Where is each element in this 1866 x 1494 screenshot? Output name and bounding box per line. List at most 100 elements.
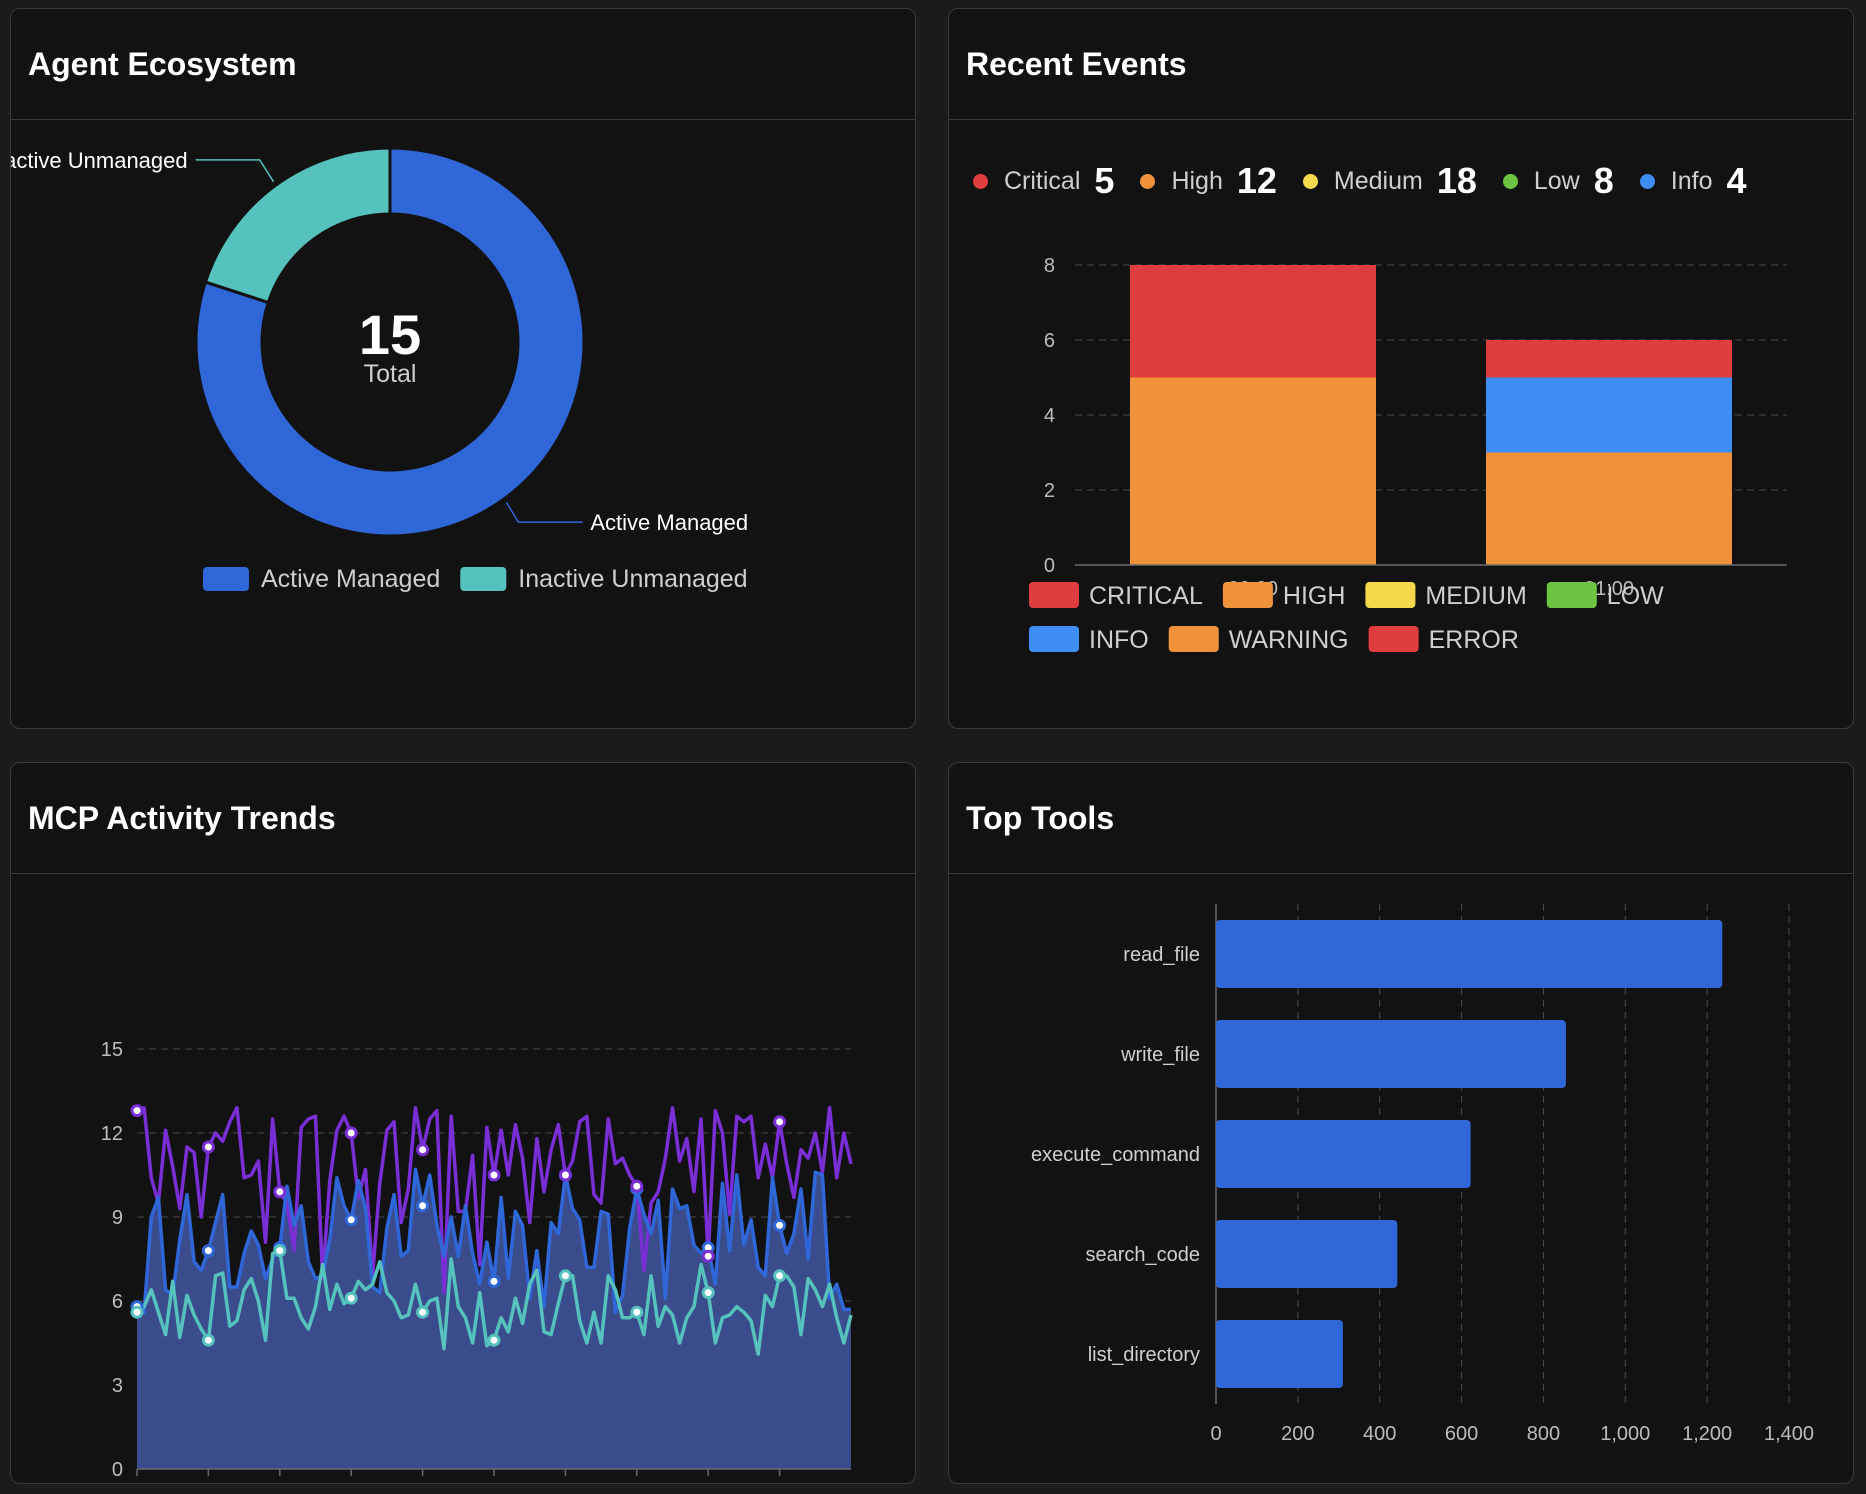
total-value: 15 [359, 303, 421, 366]
bar-execute-command[interactable] [1216, 1120, 1471, 1188]
point-clients[interactable] [701, 1249, 715, 1263]
point-servers[interactable] [201, 1333, 215, 1347]
y-tick-label: 0 [1044, 555, 1055, 577]
y-tick-label: 6 [112, 1291, 123, 1313]
x-tick-label: 400 [1363, 1423, 1396, 1445]
bar-read-file[interactable] [1216, 920, 1723, 988]
y-tick-label: 8 [1044, 255, 1055, 277]
activity-line-chart: 0 3 6 9 12 15 14:50 17:15 19:40 22:05 00:30 02:55 05… [101, 1039, 853, 1484]
legend-swatch-1 [460, 567, 507, 591]
point-clients[interactable] [130, 1104, 144, 1118]
severity-critical: Critical 5 [973, 160, 1114, 202]
severity-label: Low [1533, 166, 1580, 195]
severity-high: High 12 [1140, 160, 1277, 202]
legend-label-low[interactable]: LOW [1607, 582, 1664, 610]
x-tick-label: 02:55 [469, 1482, 519, 1484]
point-sessions[interactable] [344, 1213, 358, 1227]
legend-swatch-5 [1168, 626, 1219, 652]
bar-info-1[interactable] [1486, 377, 1732, 453]
point-clients[interactable] [416, 1143, 430, 1157]
point-clients[interactable] [773, 1115, 787, 1129]
bar-error-1[interactable] [1486, 340, 1732, 378]
point-servers[interactable] [130, 1305, 144, 1319]
y-tick-label: 0 [112, 1459, 123, 1481]
mcp-activity-trends-panel: MCP Activity Trends 0 3 6 9 12 15 14:50 17:15 19… [10, 762, 916, 1484]
point-clients[interactable] [201, 1140, 215, 1154]
severity-medium: Medium 18 [1302, 160, 1477, 202]
severity-count: 8 [1593, 160, 1614, 201]
panel-title: Recent Events [966, 45, 1187, 82]
legend-label-medium[interactable]: MEDIUM [1425, 582, 1526, 610]
severity-dot [1140, 173, 1156, 189]
x-tick-label: 1,000 [1600, 1423, 1650, 1445]
x-tick-label: 19:40 [255, 1482, 305, 1484]
severity-label: Medium [1333, 166, 1423, 195]
point-servers[interactable] [630, 1305, 644, 1319]
y-tick-label: 4 [1044, 405, 1055, 427]
donut-slice-1[interactable] [203, 146, 392, 305]
legend-label-info[interactable]: INFO [1089, 626, 1149, 654]
sessions-area [137, 1169, 851, 1469]
point-servers[interactable] [416, 1305, 430, 1319]
point-sessions[interactable] [487, 1274, 501, 1288]
legend-label-warning[interactable]: WARNING [1229, 626, 1349, 654]
slice-label-active: Active Managed [590, 510, 748, 535]
bar-high-0[interactable] [1130, 377, 1376, 566]
legend-swatch-6 [1368, 626, 1419, 652]
point-clients[interactable] [630, 1179, 644, 1193]
agent-ecosystem-panel: Agent Ecosystem Active Managed Inactive U… [10, 8, 916, 729]
x-tick-label: 0 [1210, 1423, 1221, 1445]
panel-title: Top Tools [966, 799, 1115, 836]
bar-search-code[interactable] [1216, 1220, 1398, 1288]
legend-label-high[interactable]: HIGH [1283, 582, 1346, 610]
point-clients[interactable] [487, 1168, 501, 1182]
x-tick-label: 600 [1445, 1423, 1478, 1445]
point-sessions[interactable] [416, 1199, 430, 1213]
point-servers[interactable] [487, 1333, 501, 1347]
bar-list-directory[interactable] [1216, 1320, 1343, 1388]
x-tick-label: 200 [1281, 1423, 1314, 1445]
slice-label-inactive: Inactive Unmanaged [11, 148, 188, 173]
legend-label-1[interactable]: Inactive Unmanaged [518, 565, 747, 593]
point-sessions[interactable] [773, 1218, 787, 1232]
legend-swatch-4 [1029, 626, 1079, 652]
category-label: list_directory [1088, 1344, 1200, 1366]
leader-line-active [505, 501, 583, 523]
bar-error-0[interactable] [1130, 265, 1376, 378]
point-servers[interactable] [344, 1291, 358, 1305]
point-clients[interactable] [344, 1126, 358, 1140]
point-servers[interactable] [701, 1286, 715, 1300]
x-tick-label: 800 [1527, 1423, 1560, 1445]
severity-dot [1302, 173, 1318, 189]
bar-high-1[interactable] [1486, 452, 1732, 566]
point-servers[interactable] [558, 1269, 572, 1283]
y-tick-label: 9 [112, 1207, 123, 1229]
point-sessions[interactable] [201, 1244, 215, 1258]
point-clients[interactable] [273, 1185, 287, 1199]
legend-swatch-0 [203, 567, 249, 591]
donut-slice-0[interactable] [194, 146, 586, 538]
severity-label: High [1171, 166, 1223, 195]
severity-low: Low 8 [1502, 160, 1614, 202]
y-tick-label: 12 [101, 1123, 123, 1145]
panel-title: MCP Activity Trends [28, 799, 336, 836]
severity-count: 18 [1436, 160, 1477, 201]
bar-write-file[interactable] [1216, 1020, 1566, 1088]
legend-swatch-1 [1222, 582, 1273, 608]
y-tick-label: 2 [1044, 480, 1055, 502]
severity-dot [1502, 173, 1518, 189]
point-servers[interactable] [273, 1244, 287, 1258]
x-tick-label: 00:30 [398, 1482, 448, 1484]
legend-label-critical[interactable]: CRITICAL [1089, 582, 1203, 610]
x-tick-label: 1,200 [1682, 1423, 1732, 1445]
legend-label-0[interactable]: Active Managed [261, 565, 440, 593]
severity-label: Info [1670, 166, 1713, 195]
panel-header: Top Tools [949, 763, 1853, 874]
point-clients[interactable] [558, 1168, 572, 1182]
panel-title: Agent Ecosystem [28, 45, 297, 82]
point-servers[interactable] [773, 1269, 787, 1283]
recent-events-panel: Recent Events Critical 5 High 12 Medium 18 Low… [948, 8, 1854, 729]
x-tick-label: 17:15 [183, 1482, 233, 1484]
legend-label-error[interactable]: ERROR [1429, 626, 1519, 654]
total-label: Total [364, 360, 417, 388]
